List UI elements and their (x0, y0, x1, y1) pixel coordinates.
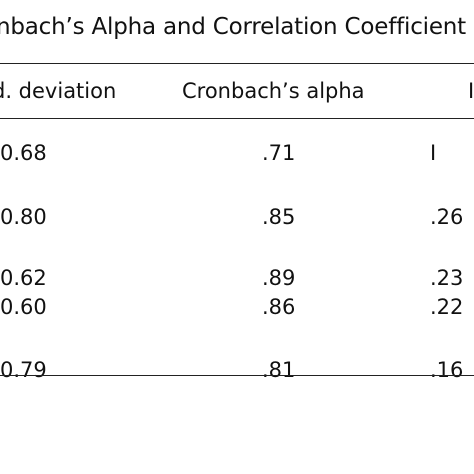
header-column-3: I (468, 79, 474, 103)
header-rule (0, 118, 474, 119)
cell-std-deviation: 0.68 (0, 141, 47, 165)
cell-cronbachs-alpha: .86 (262, 295, 296, 319)
cell-std-deviation: 0.79 (0, 358, 47, 382)
cell-column-3: .23 (430, 266, 464, 290)
cell-column-3: I (430, 141, 437, 165)
header-cronbachs-alpha: Cronbach’s alpha (182, 79, 365, 103)
top-rule (0, 63, 474, 64)
bottom-rule (0, 375, 474, 376)
cell-std-deviation: 0.62 (0, 266, 47, 290)
cell-cronbachs-alpha: .89 (262, 266, 296, 290)
cell-std-deviation: 0.80 (0, 205, 47, 229)
cell-column-3: .22 (430, 295, 464, 319)
cell-cronbachs-alpha: .85 (262, 205, 296, 229)
cell-column-3: .16 (430, 358, 464, 382)
cell-column-3: .26 (430, 205, 464, 229)
cell-cronbachs-alpha: .81 (262, 358, 296, 382)
cell-cronbachs-alpha: .71 (262, 141, 296, 165)
header-std-deviation: d. deviation (0, 79, 117, 103)
cell-std-deviation: 0.60 (0, 295, 47, 319)
table-caption: nbach’s Alpha and Correlation Coefficien… (0, 14, 466, 40)
